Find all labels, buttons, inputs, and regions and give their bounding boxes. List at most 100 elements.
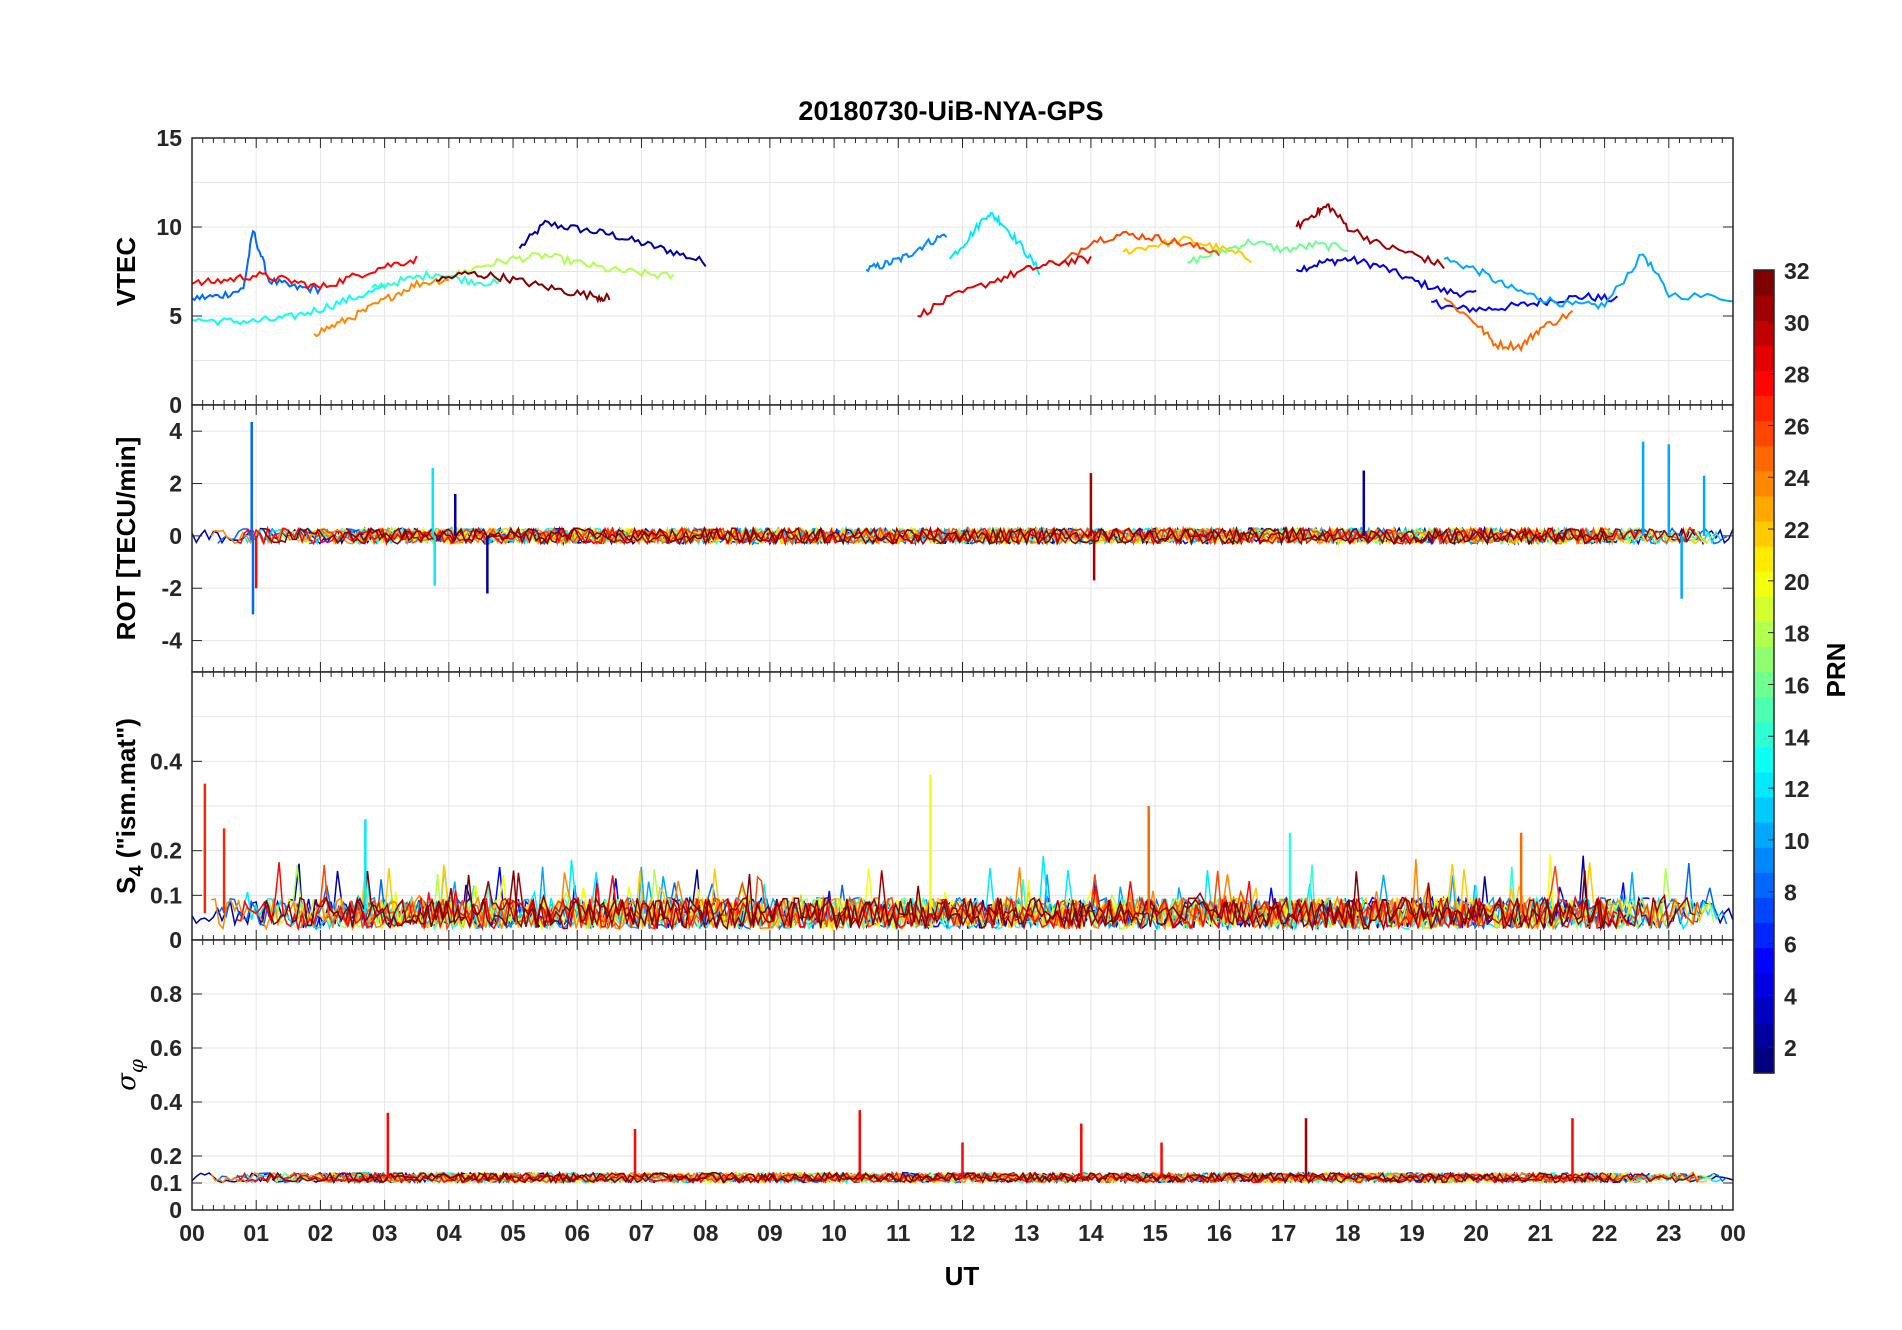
data-layer [191,203,1734,353]
y-tick-label: 0.2 [150,1143,182,1169]
colorbar-swatch [1754,771,1774,798]
sigma_phi-series-prn-32 [262,1171,1612,1185]
colorbar-swatch [1754,571,1774,597]
s4-series-prn-12 [242,855,1721,931]
vtec-series-prn-4 [1295,255,1477,299]
chart-title: 20180730-UiB-NYA-GPS [798,96,1103,126]
x-tick-label: 08 [693,1220,719,1246]
x-tick-label: 01 [243,1220,269,1246]
colorbar-tick-label: 20 [1784,569,1810,595]
vtec-series-prn-10 [1443,253,1734,311]
x-tick-label: 02 [308,1220,334,1246]
panel-rot: -4 -2 0 2 4 ROT [TECU/min] [111,404,1734,673]
x-tick-label: 15 [1142,1220,1168,1246]
x-tick-label: 14 [1078,1220,1104,1246]
y-axis-label-rot: ROT [TECU/min] [111,437,141,641]
colorbar-tick-label: 2 [1784,1035,1797,1061]
colorbar-swatch [1754,746,1774,773]
x-tick-label: 23 [1656,1220,1682,1246]
y-tick-label: 0.4 [150,1089,182,1115]
y-tick-label: 15 [156,125,182,151]
y-tick-label: 0.6 [150,1035,182,1061]
y-tick-label: 0.4 [150,748,182,774]
colorbar-tick-label: 18 [1784,621,1810,647]
vtec-series-prn-2 [518,219,707,267]
colorbar-tick-label: 12 [1784,776,1810,802]
colorbar-tick-label: 14 [1784,724,1810,750]
y-tick-label: 5 [169,303,182,329]
x-tick-label: 18 [1335,1220,1361,1246]
y-tick-label: 0.1 [150,1170,182,1196]
y-axis-label-s4: S4 ("ism.mat") [111,718,148,894]
x-tick-label: 19 [1399,1220,1425,1246]
x-tick-label: 12 [950,1220,976,1246]
colorbar-swatch [1754,796,1774,823]
colorbar-label: PRN [1821,643,1851,698]
y-tick-label: 0 [169,1197,182,1223]
y-tick-label: -4 [162,628,183,654]
y-tick-label: 0.2 [150,838,182,864]
colorbar-swatch [1754,345,1774,371]
colorbar-frame [1753,269,1775,1074]
y-tick-label: -2 [162,575,182,601]
colorbar-tick-label: 4 [1784,983,1797,1009]
y-axis-label-sigma_phi: σφ [112,1059,148,1091]
colorbar-swatch [1754,320,1774,346]
vtec-series-prn-13 [191,283,386,327]
colorbar-swatch [1754,696,1774,723]
vtec-series-prn-12 [948,211,1041,276]
colorbar-swatch [1754,395,1774,422]
x-tick-label: 20 [1463,1220,1489,1246]
vtec-series-prn-8 [191,229,322,302]
x-tick-label: 17 [1271,1220,1297,1246]
colorbar-swatch [1754,997,1774,1024]
y-tick-label: 0 [169,927,182,953]
x-tick-label: 22 [1592,1220,1618,1246]
colorbar-tick-label: 16 [1784,672,1810,698]
colorbar-swatch [1754,596,1774,622]
s4-series-prn-20 [377,854,1632,932]
colorbar-swatch [1754,1022,1774,1049]
colorbar-swatch [1754,445,1774,472]
colorbar-swatch [1754,420,1774,447]
vtec-series-prn-14 [371,269,501,290]
vtec-series-prn-31 [1295,203,1445,270]
colorbar-swatch [1754,822,1774,848]
vtec-series-prn-25 [1443,297,1574,353]
colorbar-tick-label: 32 [1784,258,1810,284]
vtec-series-prn-28 [191,255,418,291]
colorbar-tick-label: 24 [1784,465,1810,491]
y-tick-label: 0.1 [150,882,182,908]
x-tick-label: 11 [886,1220,911,1246]
colorbar-swatch [1754,495,1774,522]
colorbar-tick-label: 22 [1784,517,1810,543]
x-tick-label: 04 [436,1220,462,1246]
x-tick-label: 10 [821,1220,847,1246]
panel-s4: 0 0.1 0.2 0.4S4 ("ism.mat") [111,671,1734,953]
vtec-series-prn-29 [917,255,1092,318]
colorbar-swatch [1754,721,1774,748]
colorbar-tick-label: 8 [1784,880,1797,906]
vtec-series-prn-26 [1058,230,1221,267]
sigma_phi-series-prn-31 [346,1170,1695,1185]
colorbar-swatch [1754,270,1774,296]
x-tick-label: 00 [179,1220,205,1246]
y-tick-label: 4 [169,418,182,444]
x-tick-label: 00 [1720,1220,1746,1246]
colorbar-swatch [1754,671,1774,698]
y-tick-label: 10 [156,214,182,240]
colorbar-swatch [1754,947,1774,974]
x-tick-label: 09 [757,1220,783,1246]
colorbar-swatch [1754,370,1774,397]
y-tick-label: 0 [169,523,182,549]
colorbar-tick-label: 28 [1784,362,1810,388]
colorbar-swatch [1754,922,1774,949]
colorbar-swatch [1754,1047,1774,1074]
x-tick-label: 13 [1014,1220,1040,1246]
x-tick-label: 07 [629,1220,655,1246]
colorbar-swatch [1754,847,1774,873]
vtec-series-prn-22 [1122,235,1252,264]
panel-vtec: 0 5 10 15 VTEC [111,125,1734,418]
